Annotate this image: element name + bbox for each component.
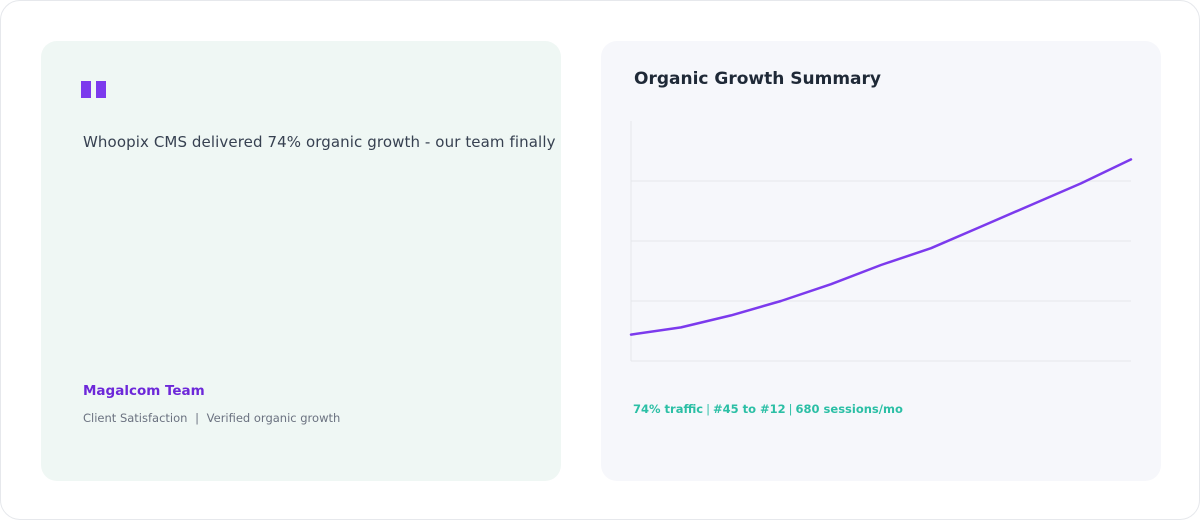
growth-line-chart bbox=[629, 121, 1133, 362]
summary-title: Organic Growth Summary bbox=[634, 69, 881, 89]
growth-summary-card: Organic Growth Summary 74% traffic | #45 t… bbox=[601, 41, 1161, 481]
growth-stats: 74% traffic | #45 to #12 | 680 sessions/mo bbox=[633, 402, 903, 416]
meta-verification: Verified organic growth bbox=[206, 411, 341, 425]
stat-separator: | bbox=[706, 402, 710, 416]
testimonial-card: Whoopix CMS delivered 74% organic growth… bbox=[41, 41, 561, 481]
author-meta: Client Satisfaction | Verified organic g… bbox=[83, 411, 340, 425]
meta-label: Client Satisfaction bbox=[83, 411, 188, 425]
meta-separator: | bbox=[195, 411, 199, 425]
author-name: Magalcom Team bbox=[83, 383, 205, 399]
growth-series-line bbox=[629, 158, 1133, 336]
stat-sessions: 680 sessions/mo bbox=[795, 402, 903, 416]
stat-separator: | bbox=[788, 402, 793, 416]
stat-traffic: 74% traffic bbox=[633, 402, 704, 416]
testimonial-quote: Whoopix CMS delivered 74% organic growth… bbox=[83, 133, 561, 151]
stat-ranking: #45 to #12 bbox=[712, 402, 786, 416]
